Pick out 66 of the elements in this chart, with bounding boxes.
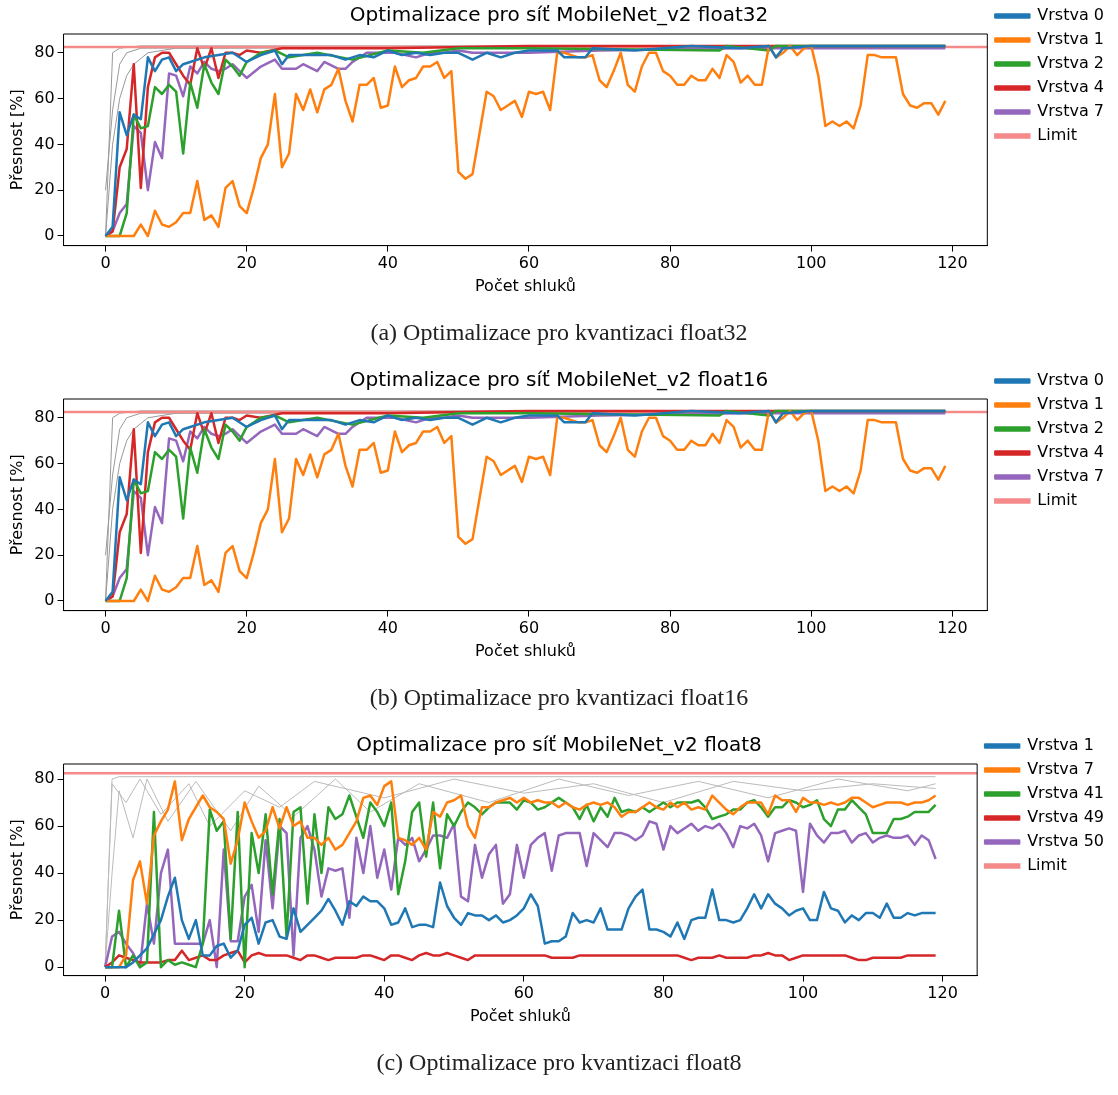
x-axis-title: Počet shluků — [475, 275, 576, 295]
x-tick-label: 40 — [377, 253, 399, 273]
legend-label: Vrstva 0 — [1037, 370, 1104, 390]
x-tick-label: 100 — [787, 983, 819, 1003]
y-tick-label: 0 — [44, 225, 55, 245]
y-tick-label: 40 — [34, 133, 55, 153]
y-tick-label: 0 — [44, 590, 55, 610]
x-tick-label: 40 — [377, 618, 399, 638]
x-axis-title: Počet shluků — [475, 640, 576, 660]
y-tick-label: 40 — [34, 498, 55, 518]
x-tick-label: 100 — [795, 253, 827, 273]
y-axis-title: Přesnost [%] — [6, 454, 26, 556]
text: (c) Optimalizace pro kvantizaci float8 — [375, 1048, 743, 1077]
legend-label: Vrstva 50 — [1027, 831, 1105, 851]
x-tick-label: 80 — [659, 253, 681, 273]
y-tick-label: 40 — [34, 862, 55, 882]
legend-label: Vrstva 1 — [1027, 735, 1094, 755]
legend-label: Vrstva 2 — [1037, 418, 1104, 438]
y-tick-label: 80 — [34, 768, 55, 788]
y-tick-label: 20 — [34, 179, 55, 199]
legend-label: Vrstva 41 — [1027, 783, 1105, 803]
x-tick-label: 80 — [659, 618, 681, 638]
chart-title: Optimalizace pro síť MobileNet_v2 float32 — [349, 2, 769, 27]
y-tick-label: 20 — [34, 909, 55, 929]
y-tick-label: 80 — [34, 41, 55, 61]
x-tick-label: 60 — [518, 618, 540, 638]
x-tick-label: 60 — [518, 253, 540, 273]
y-tick-label: 60 — [34, 815, 55, 835]
legend-label: Vrstva 7 — [1037, 101, 1104, 121]
chart-title: Optimalizace pro síť MobileNet_v2 float8 — [356, 732, 762, 757]
text: (a) Optimalizace pro kvantizaci float32 — [369, 318, 749, 347]
x-tick-label: 0 — [100, 618, 111, 638]
legend-label: Vrstva 1 — [1037, 29, 1104, 49]
legend-label: Vrstva 49 — [1027, 807, 1105, 827]
legend-label: Limit — [1037, 125, 1077, 145]
y-tick-label: 80 — [34, 406, 55, 426]
x-tick-label: 100 — [795, 618, 827, 638]
y-axis-title: Přesnost [%] — [6, 819, 26, 921]
legend-label: Vrstva 1 — [1037, 394, 1104, 414]
y-tick-label: 60 — [34, 87, 55, 107]
chart-title: Optimalizace pro síť MobileNet_v2 float16 — [349, 367, 769, 392]
x-tick-label: 40 — [374, 983, 395, 1003]
y-tick-label: 0 — [44, 956, 55, 976]
x-tick-label: 20 — [236, 618, 257, 638]
x-tick-label: 20 — [234, 983, 255, 1003]
x-tick-label: 120 — [937, 253, 968, 273]
x-tick-label: 60 — [513, 983, 535, 1003]
legend-label: Vrstva 4 — [1037, 77, 1104, 97]
legend-label: Limit — [1037, 490, 1077, 510]
y-tick-label: 20 — [34, 544, 55, 564]
text: (b) Optimalizace pro kvantizaci float16 — [368, 683, 750, 712]
x-tick-label: 0 — [99, 983, 111, 1003]
legend-label: Vrstva 7 — [1037, 466, 1104, 486]
legend-label: Vrstva 4 — [1037, 442, 1104, 462]
y-axis-title: Přesnost [%] — [6, 89, 26, 191]
legend-label: Vrstva 2 — [1037, 53, 1104, 73]
legend-label: Limit — [1027, 855, 1067, 875]
x-tick-label: 0 — [100, 253, 111, 273]
x-tick-label: 120 — [937, 618, 968, 638]
y-tick-label: 60 — [34, 452, 55, 472]
x-axis-title: Počet shluků — [469, 1005, 571, 1025]
legend-label: Vrstva 7 — [1027, 759, 1094, 779]
x-tick-label: 20 — [236, 253, 257, 273]
x-tick-label: 120 — [927, 983, 958, 1003]
legend-label: Vrstva 0 — [1037, 5, 1104, 25]
x-tick-label: 80 — [653, 983, 674, 1003]
